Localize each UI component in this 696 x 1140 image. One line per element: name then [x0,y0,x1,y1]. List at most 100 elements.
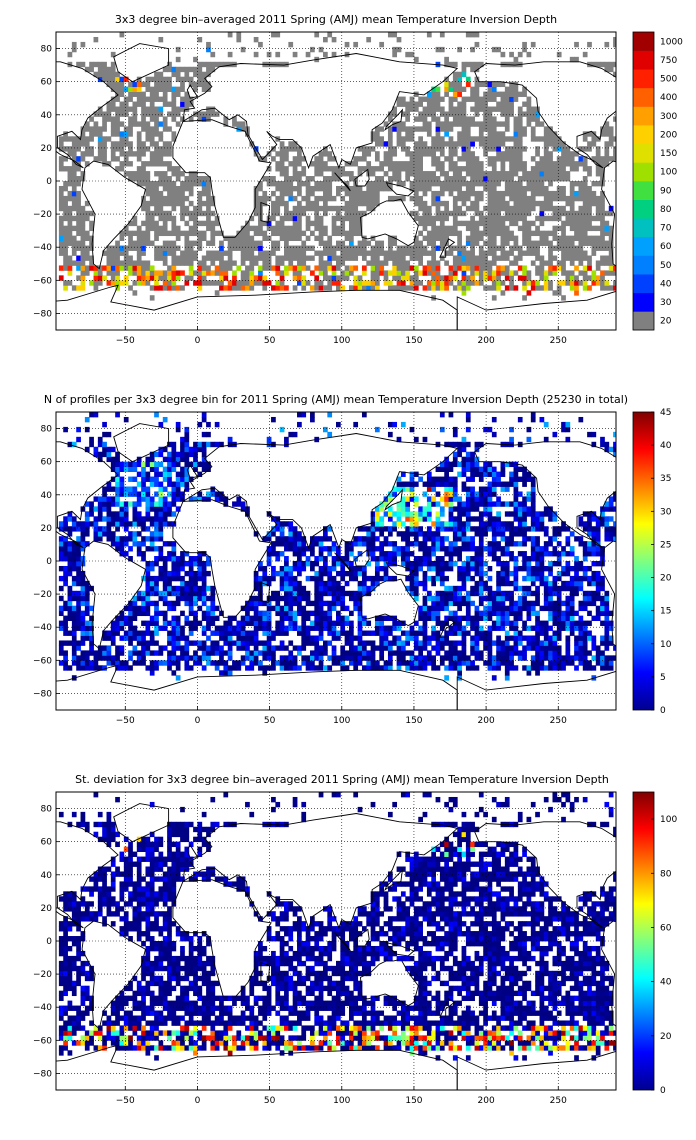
bin-cell [470,575,475,582]
bin-cell [249,615,255,621]
bin-cell [578,645,584,651]
bin-cell [171,270,177,276]
bin-cell [63,146,68,152]
bin-cell [435,195,441,202]
bin-cell [587,620,592,626]
bin-cell [167,635,172,641]
bin-cell [582,51,588,58]
bin-cell [63,200,68,207]
bin-cell [457,615,462,621]
bin-cell [110,106,116,112]
bin-cell [89,245,94,251]
bin-cell [422,585,428,592]
bin-cell [422,245,428,251]
bin-cell [431,605,436,612]
bin-cell [461,290,467,296]
bin-cell [487,260,493,266]
bin-cell [136,655,142,661]
bin-cell [543,565,549,572]
bin-cell [556,650,562,656]
bin-cell [370,190,376,197]
bin-cell [383,141,389,147]
bin-cell [452,151,458,157]
bin-cell [180,210,185,217]
bin-cell [517,265,523,271]
bin-cell [188,240,194,246]
bin-cell [331,655,337,661]
bin-cell [93,275,99,281]
bin-cell [288,225,294,232]
bin-cell [184,250,190,256]
bin-cell [279,615,285,621]
bin-cell [149,561,155,567]
bin-cell [71,166,77,172]
bin-cell [201,190,207,197]
bin-cell [448,595,454,602]
bin-cell [569,156,575,162]
bin-cell [279,640,285,646]
bin-cell [509,245,514,251]
bin-cell [604,225,610,232]
bin-cell [84,200,90,207]
bin-cell [483,605,488,612]
bin-cell [158,36,164,43]
colorbar-tick-label: 70 [660,224,672,234]
bin-cell [158,595,164,602]
bin-cell [145,181,151,187]
bin-cell [119,235,125,241]
bin-cell [595,650,601,656]
bin-cell [188,230,194,237]
bin-cell [275,230,281,237]
bin-cell [240,625,246,631]
bin-cell [539,161,545,167]
bin-cell [491,610,497,617]
bin-cell [509,250,514,256]
bin-cell [500,156,506,162]
bin-cell [145,605,151,612]
bin-cell [327,610,333,617]
bin-cell [461,141,467,147]
bin-cell [548,131,553,137]
bin-cell [63,205,68,212]
bin-cell [548,645,553,651]
bin-cell [396,131,402,137]
bin-cell [465,630,471,636]
bin-cell [522,131,527,137]
bin-cell [487,630,493,636]
bin-cell [110,265,116,271]
bin-cell [396,635,402,641]
bin-cell [323,250,328,256]
bin-cell [405,285,411,291]
bin-cell [439,146,445,152]
bin-cell [591,600,597,607]
bin-cell [461,176,467,182]
tick-label-x: 150 [405,336,422,346]
bin-cell [171,106,177,112]
bin-cell [167,280,172,286]
bin-cell [123,250,129,256]
bin-cell [431,141,436,147]
bin-cell [206,655,211,661]
coastline [260,201,271,223]
bin-cell [357,230,363,237]
bin-cell [340,600,346,607]
bin-cell [561,615,566,621]
bin-cell [348,565,354,572]
bin-cell [188,665,194,671]
bin-cell [336,190,341,197]
bin-cell [556,136,562,142]
bin-cell [366,280,372,286]
bin-cell [487,565,493,572]
bin-cell [348,220,354,227]
bin-cell [175,111,181,117]
tick-label-y: 60 [41,78,53,88]
bin-cell [366,185,372,192]
bin-cell [154,91,159,97]
bin-cell [600,655,605,661]
bin-cell [496,195,501,202]
bin-cell [578,215,584,222]
bin-cell [470,230,475,237]
bin-cell [444,590,449,597]
bin-cell [327,195,333,202]
bin-cell [249,665,255,671]
